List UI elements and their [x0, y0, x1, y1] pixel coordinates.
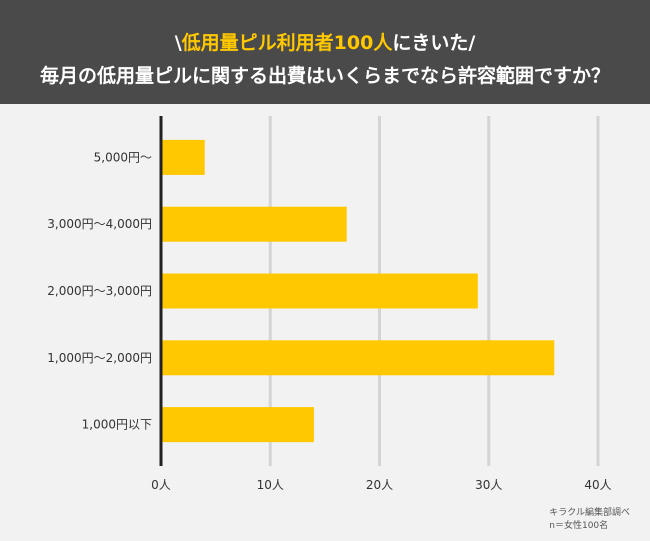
title-prefix: \ — [174, 32, 182, 54]
category-label: 1,000円〜2,000円 — [47, 351, 152, 365]
source-note: キラクル編集部調べ n＝女性100名 — [549, 507, 630, 533]
source-line-1: キラクル編集部調べ — [549, 508, 630, 518]
bar — [161, 206, 347, 242]
bar — [161, 340, 555, 376]
x-tick-label: 40人 — [584, 478, 611, 492]
title-line-2: 毎月の低用量ピルに関する出費はいくらまでなら許容範囲ですか？ — [39, 65, 610, 87]
source-line-2: n＝女性100名 — [549, 521, 609, 531]
category-label: 2,000円〜3,000円 — [47, 284, 152, 298]
chart-canvas: 5,000円〜 3,000円〜4,000円 2,000円〜3,000円 1,000円〜… — [47, 116, 612, 492]
title-highlight: 低用量ピル利用者100人 — [181, 32, 393, 54]
bar-chart: 5,000円〜 3,000円〜4,000円 2,000円〜3,000円 1,000円〜… — [0, 104, 650, 541]
x-tick-label: 10人 — [257, 478, 284, 492]
title-banner: \低用量ピル利用者100人にきいた/ 毎月の低用量ピルに関する出費はいくらまでな… — [0, 0, 650, 104]
title-suffix: にきいた/ — [392, 32, 476, 54]
x-tick-label: 0人 — [151, 478, 171, 492]
category-label: 1,000円以下 — [82, 418, 152, 432]
bar — [161, 139, 205, 175]
category-label: 3,000円〜4,000円 — [47, 217, 152, 231]
bar — [161, 407, 314, 443]
title-line-1: \低用量ピル利用者100人にきいた/ — [0, 28, 650, 55]
bar — [161, 273, 478, 309]
x-tick-label: 30人 — [475, 478, 502, 492]
x-tick-label: 20人 — [366, 478, 393, 492]
category-label: 5,000円〜 — [94, 150, 152, 164]
